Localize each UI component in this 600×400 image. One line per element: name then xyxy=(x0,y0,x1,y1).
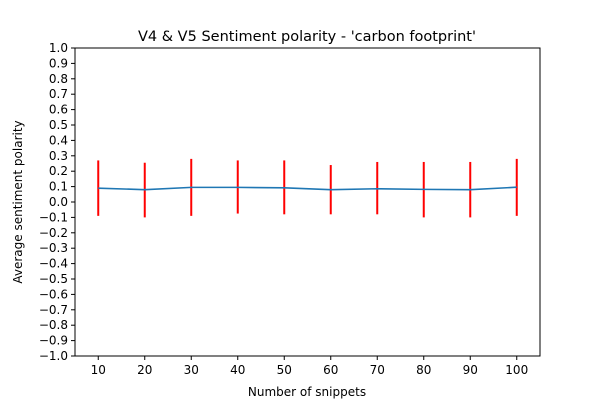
y-tick-label: −0.3 xyxy=(39,241,68,255)
x-axis-ticks: 10 20 30 40 50 60 70 80 90 100 xyxy=(91,356,528,377)
y-tick-label: −0.4 xyxy=(39,257,68,271)
y-tick-label: 0.1 xyxy=(49,180,68,194)
y-axis-label: Average sentiment polarity xyxy=(11,120,25,283)
y-tick-label: 0.4 xyxy=(49,133,68,147)
y-tick-label: 0.3 xyxy=(49,149,68,163)
x-tick-label: 90 xyxy=(463,363,478,377)
y-axis-ticks: −1.0−0.9 −0.8−0.7 −0.6−0.5−0.4 −0.3−0.2 −0.1… xyxy=(39,41,75,363)
x-tick-label: 50 xyxy=(277,363,292,377)
y-tick-label: −0.8 xyxy=(39,318,68,332)
y-tick-label: 0.2 xyxy=(49,164,68,178)
x-tick-label: 30 xyxy=(184,363,199,377)
y-tick-label: −1.0 xyxy=(39,349,68,363)
y-tick-label: 0.0 xyxy=(49,195,68,209)
y-tick-label: −0.2 xyxy=(39,226,68,240)
y-tick-label: 0.9 xyxy=(49,56,68,70)
x-tick-label: 40 xyxy=(230,363,245,377)
x-tick-label: 70 xyxy=(370,363,385,377)
y-tick-label: 0.6 xyxy=(49,103,68,117)
x-tick-label: 80 xyxy=(416,363,431,377)
x-axis-label: Number of snippets xyxy=(248,385,366,399)
y-tick-label: −0.9 xyxy=(39,334,68,348)
x-tick-label: 60 xyxy=(323,363,338,377)
y-tick-label: 0.8 xyxy=(49,72,68,86)
y-tick-label: 1.0 xyxy=(49,41,68,55)
x-tick-label: 10 xyxy=(91,363,106,377)
y-tick-label: −0.5 xyxy=(39,272,68,286)
plot-frame xyxy=(74,47,541,357)
x-tick-label: 20 xyxy=(137,363,152,377)
y-tick-label: 0.5 xyxy=(49,118,68,132)
y-tick-label: 0.7 xyxy=(49,87,68,101)
y-tick-label: −0.7 xyxy=(39,303,68,317)
y-tick-label: −0.6 xyxy=(39,287,68,301)
chart-title: V4 & V5 Sentiment polarity - 'carbon foo… xyxy=(138,29,476,45)
series-line xyxy=(98,186,517,191)
y-tick-label: −0.1 xyxy=(39,210,68,224)
x-tick-label: 100 xyxy=(505,363,528,377)
